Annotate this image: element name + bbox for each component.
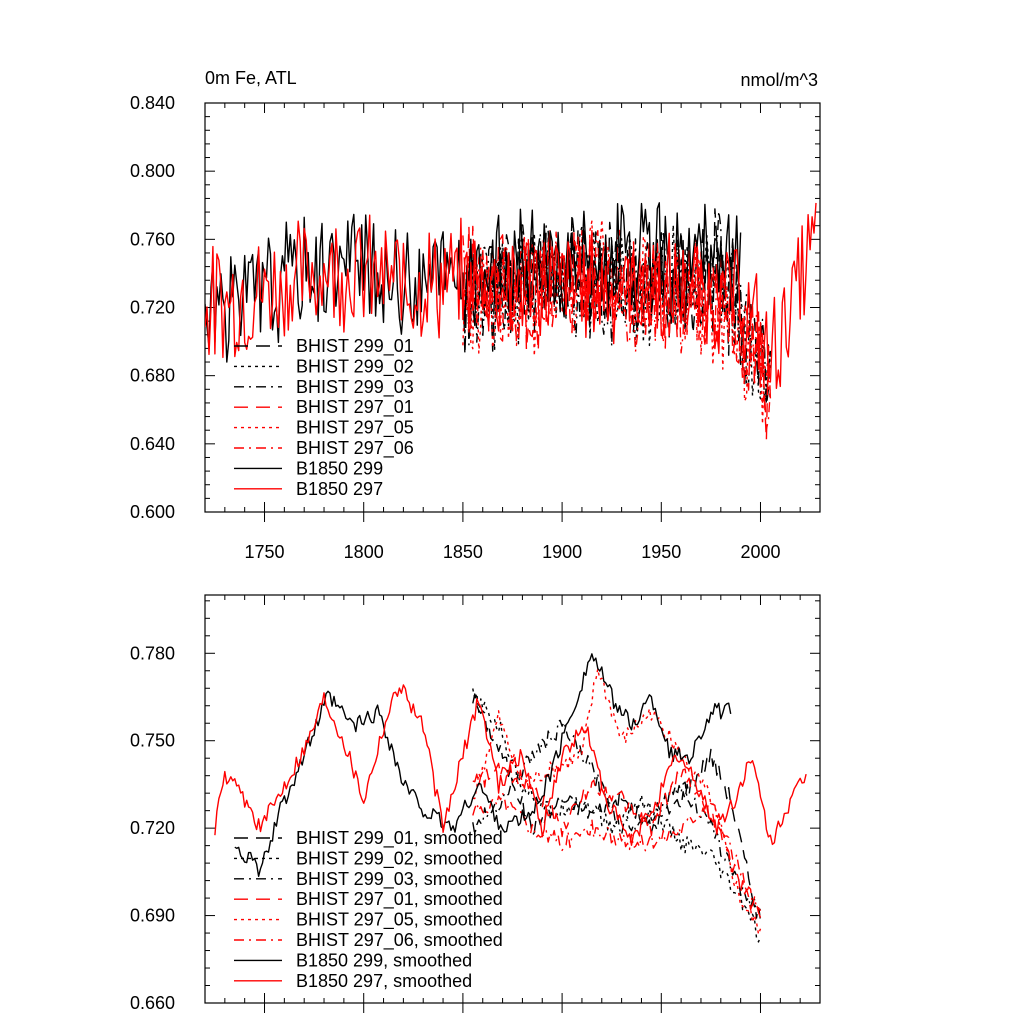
x-tick-label: 1900 [542, 542, 582, 562]
series-line [234, 653, 732, 877]
series-line [472, 792, 762, 912]
top-panel: 0m Fe, ATL nmol/m^3 0.600 0.640 0.680 0.720… [130, 68, 821, 562]
x-tick-label: 1850 [443, 542, 483, 562]
legend-label: BHIST 299_02 [296, 356, 414, 377]
legend-label: BHIST 299_03, smoothed [296, 869, 503, 890]
legend-label: BHIST 297_01, smoothed [296, 889, 503, 910]
series-line [462, 218, 772, 425]
x-tick-label: 1950 [641, 542, 681, 562]
series-line [472, 688, 762, 943]
series-group [205, 202, 817, 441]
series-line [462, 224, 772, 402]
series-line [205, 202, 817, 389]
y-tick-label: 0.600 [130, 502, 175, 522]
bottom-panel: 0.660 0.690 0.720 0.750 0.780 BHIST 299_01, s… [130, 594, 821, 1013]
legend-label: B1850 297, smoothed [296, 971, 472, 991]
x-tick-label: 1750 [244, 542, 284, 562]
legend-label: BHIST 297_06, smoothed [296, 930, 503, 951]
legend-label: BHIST 297_05, smoothed [296, 910, 503, 931]
legend-label: BHIST 299_01, smoothed [296, 828, 503, 849]
legend-label: B1850 299 [296, 458, 383, 478]
series-line [462, 230, 772, 430]
series-line [472, 719, 762, 922]
y-tick-label: 0.660 [130, 993, 175, 1013]
y-tick-label: 0.760 [130, 229, 175, 249]
legend-label: BHIST 297_01 [296, 397, 414, 418]
series-line [472, 762, 762, 918]
series-line [472, 693, 762, 911]
legend-label: BHIST 299_02, smoothed [296, 848, 503, 869]
legend-label: BHIST 297_05 [296, 418, 414, 439]
y-tick-label: 0.690 [130, 906, 175, 926]
x-tick-label: 1800 [344, 542, 384, 562]
legend-label: B1850 297 [296, 479, 383, 499]
units-label: nmol/m^3 [741, 70, 818, 90]
y-tick-label: 0.780 [130, 643, 175, 663]
y-tick-label: 0.680 [130, 366, 175, 386]
series-group [214, 653, 807, 943]
legend-label: BHIST 299_03 [296, 377, 414, 398]
legend-label: BHIST 297_06 [296, 438, 414, 459]
y-tick-label: 0.750 [130, 731, 175, 751]
y-tick-label: 0.640 [130, 434, 175, 454]
x-tick-label: 2000 [740, 542, 780, 562]
legend-label: BHIST 299_01 [296, 336, 414, 357]
y-tick-label: 0.800 [130, 161, 175, 181]
plot-frame [204, 594, 821, 1004]
legend-label: B1850 299, smoothed [296, 950, 472, 970]
y-tick-label: 0.720 [130, 298, 175, 318]
y-tick-label: 0.720 [130, 818, 175, 838]
chart-title: 0m Fe, ATL [205, 68, 297, 88]
series-line [214, 684, 807, 846]
y-tick-label: 0.840 [130, 93, 175, 113]
